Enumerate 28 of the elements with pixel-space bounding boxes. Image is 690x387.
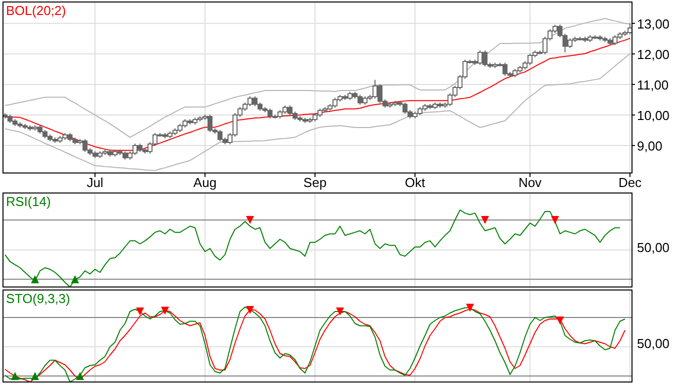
text: STO(9,3,3) (6, 291, 70, 306)
point (161, 306, 169, 315)
point (466, 304, 474, 312)
y-tick-label: 11,00 (637, 77, 669, 92)
y-tick-label: 9,00 (637, 138, 662, 154)
point (136, 308, 144, 316)
y-tick-label: 13,00 (637, 16, 670, 32)
line-series (4, 53, 630, 172)
x-tick-label: Dec (618, 175, 642, 190)
point (246, 306, 254, 314)
x-tick-label: Nov (518, 175, 542, 190)
point (556, 316, 564, 324)
x-tick-label: Okt (404, 175, 426, 190)
line-series (4, 38, 630, 151)
x-tick-label: Sep (303, 175, 327, 190)
point (31, 372, 39, 380)
y-tick-label: 10,00 (637, 108, 670, 123)
text: RSI(14) (6, 194, 51, 209)
text: 50,00 (637, 240, 670, 255)
x-tick-label: Jul (86, 175, 104, 190)
text: 50,00 (637, 336, 670, 351)
line-series (4, 18, 630, 138)
y-tick-label: 12,00 (637, 46, 670, 62)
text: BOL(20;2) (6, 3, 66, 18)
point (76, 372, 84, 380)
point (336, 308, 344, 316)
point (11, 372, 19, 380)
x-tick-label: Aug (193, 175, 217, 190)
